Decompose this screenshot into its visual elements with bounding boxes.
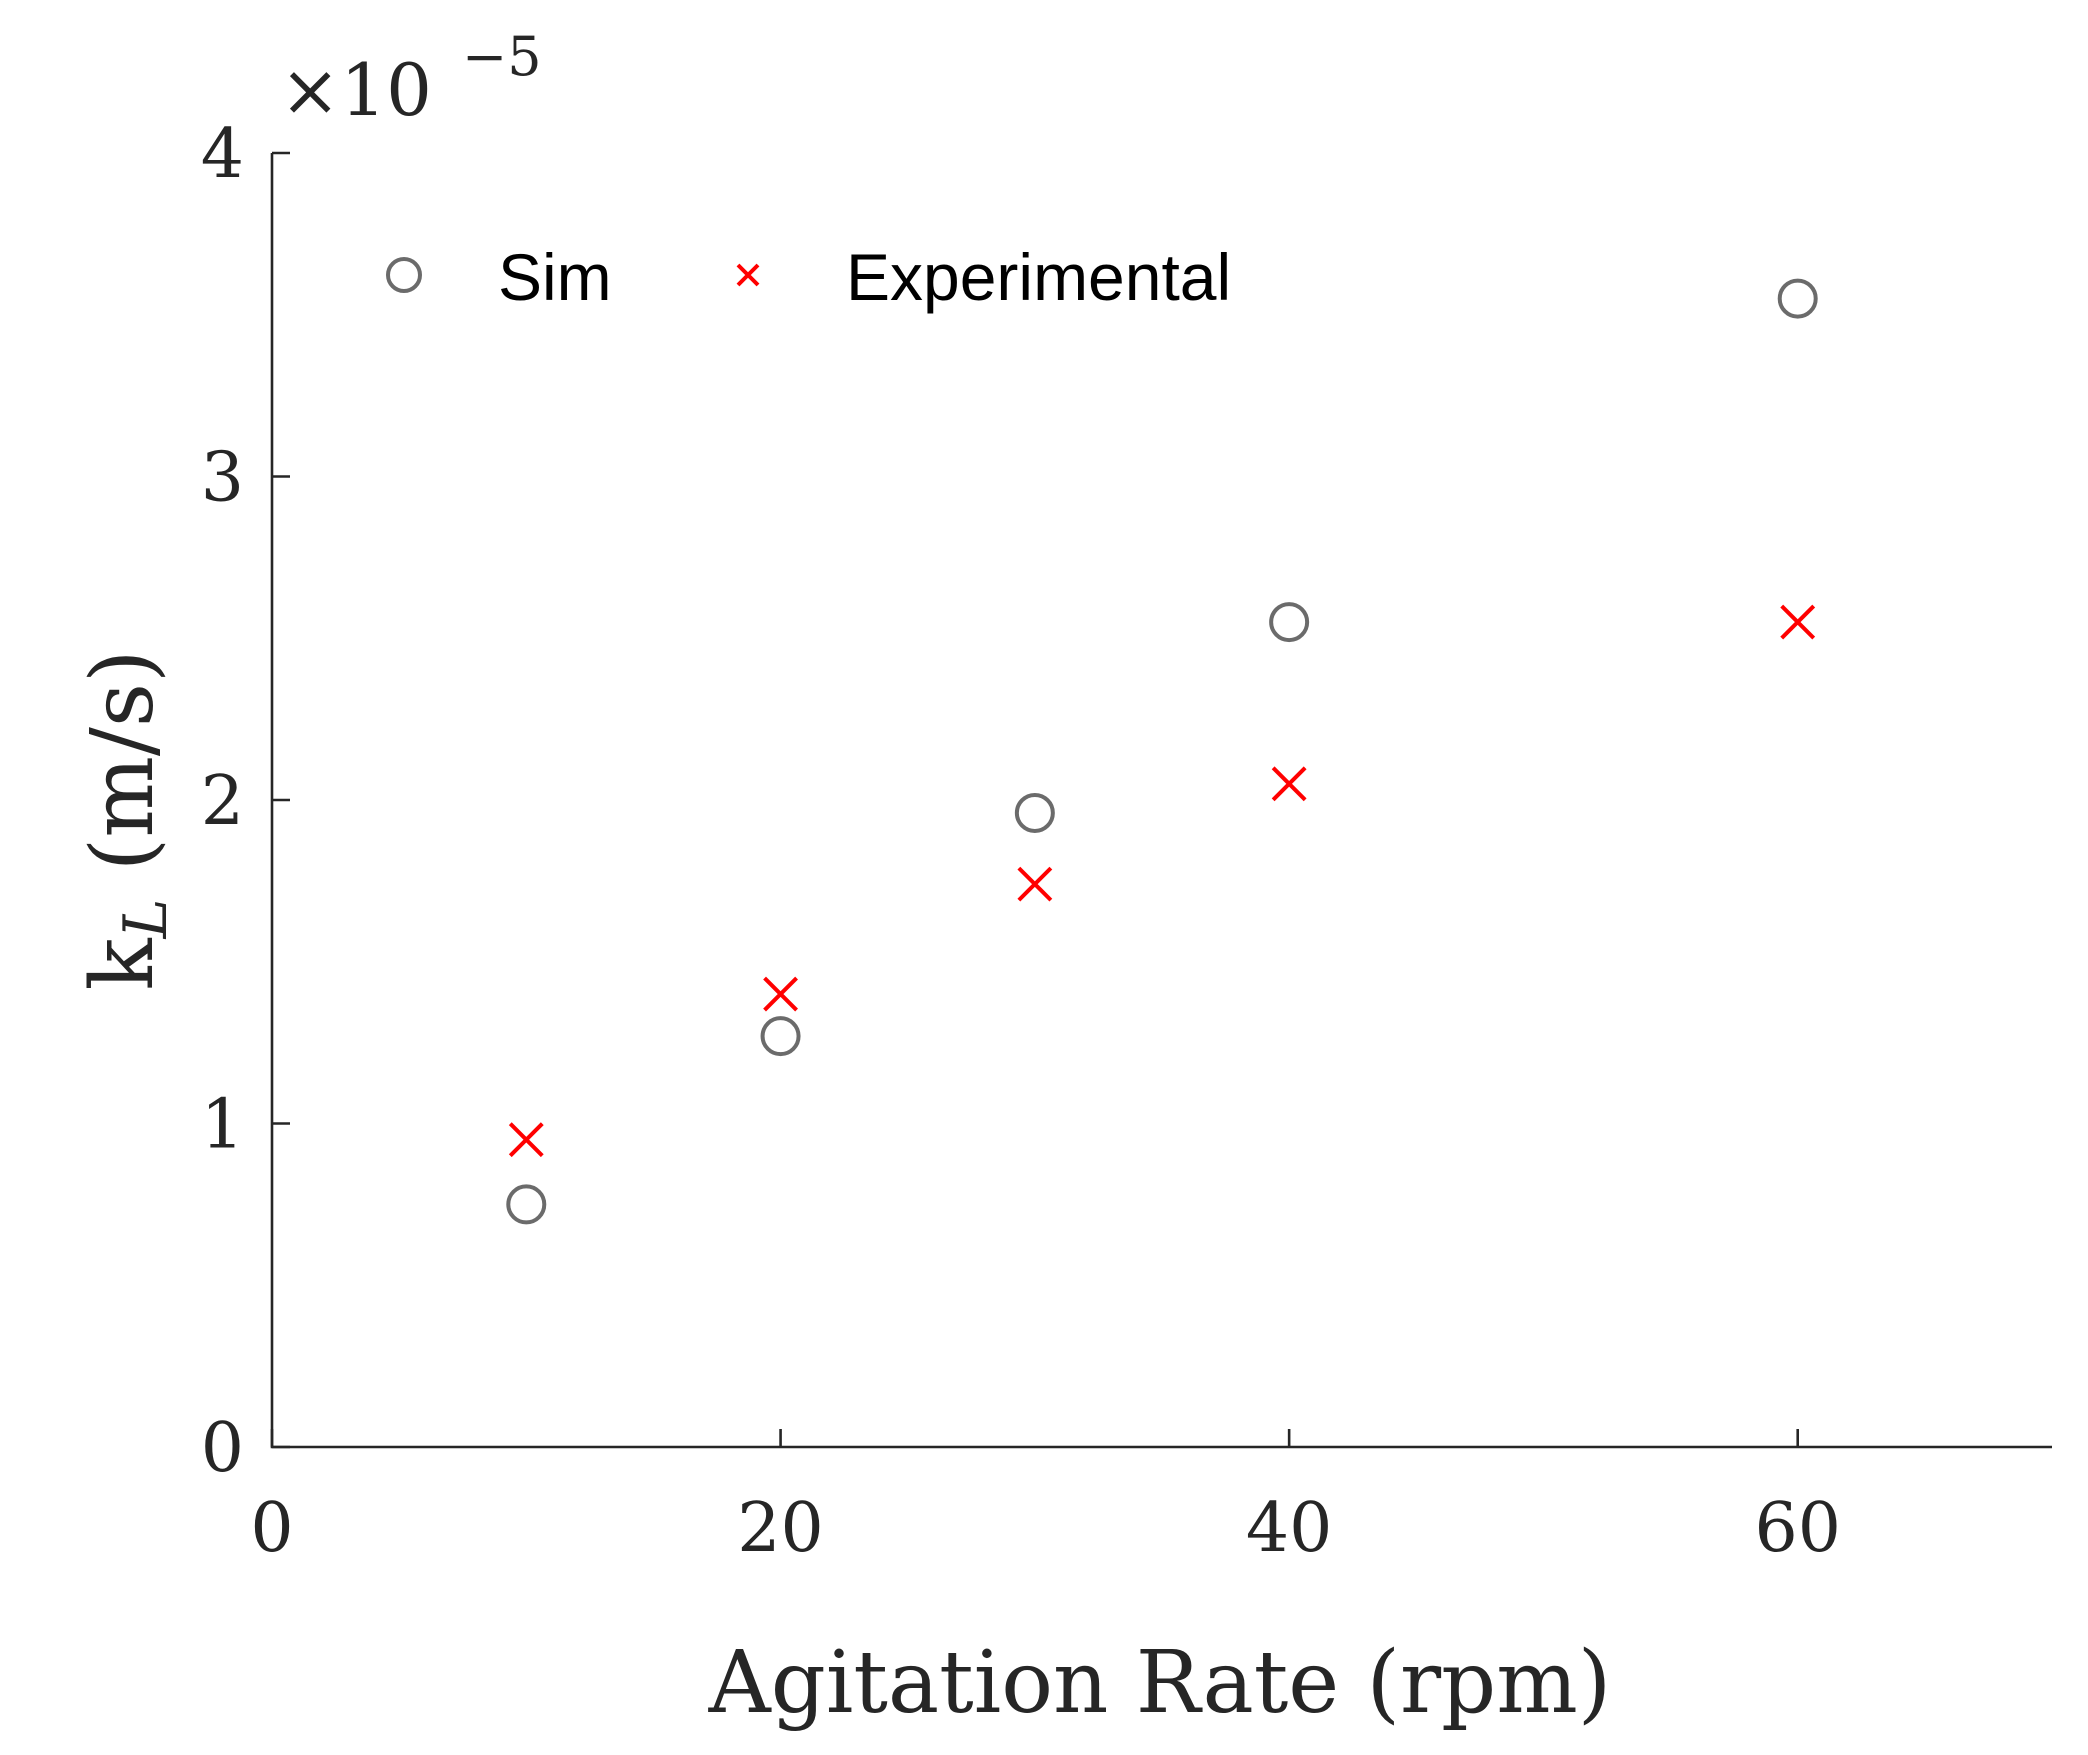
sim-point: [760, 1016, 801, 1057]
experimental-point: [1271, 766, 1307, 802]
legend-sim-label: Sim: [498, 240, 612, 314]
y-exponent-label: ×10 −5: [280, 25, 542, 132]
experimental-point: [763, 976, 798, 1012]
tick-labels: 0 20 40 60 0 1 2 3 4: [201, 115, 1841, 1568]
y-tick-label: 2: [201, 762, 244, 841]
legend-sim-marker: [386, 257, 422, 293]
experimental-point: [1780, 604, 1816, 640]
series-experimental: [508, 604, 1816, 1158]
axes-frame: [270, 153, 2052, 1449]
y-tick-label: 0: [201, 1409, 244, 1488]
y-exponent-power: −5: [462, 25, 542, 88]
y-axis-title-units: (m/s): [73, 649, 173, 898]
y-tick-label: 3: [201, 439, 244, 518]
sim-point: [1014, 792, 1055, 833]
x-tick-label: 0: [250, 1489, 293, 1568]
x-tick-label: 60: [1754, 1489, 1841, 1568]
legend-experimental-label: Experimental: [846, 240, 1231, 314]
y-axis-title: kL (m/s): [73, 649, 181, 990]
experimental-point: [508, 1122, 544, 1158]
sim-point: [1269, 602, 1310, 643]
y-axis-title-main: k: [73, 938, 173, 991]
sim-point: [506, 1184, 547, 1225]
x-tick-label: 20: [737, 1489, 824, 1568]
y-exponent-prefix: ×10: [280, 48, 432, 132]
legend: Sim Experimental: [386, 240, 1231, 314]
experimental-point: [1017, 866, 1053, 902]
y-tick-label: 4: [201, 115, 244, 194]
sim-point: [1777, 278, 1818, 319]
axes: [270, 153, 2052, 1449]
y-tick-label: 1: [201, 1086, 244, 1165]
x-axis-title: Agitation Rate (rpm): [708, 1633, 1612, 1733]
x-tick-label: 40: [1246, 1489, 1333, 1568]
ticks: [270, 151, 1800, 1449]
series-sim: [506, 278, 1818, 1225]
data-series: [506, 278, 1818, 1225]
y-axis-title-subscript: L: [111, 899, 181, 940]
legend-experimental-marker: [736, 263, 760, 287]
